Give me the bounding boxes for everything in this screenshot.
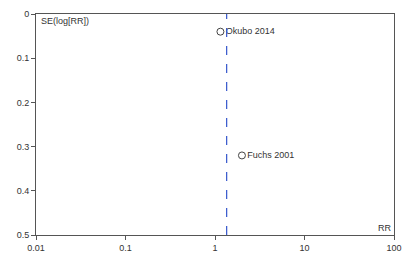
svg-text:0: 0 [24, 9, 29, 19]
svg-text:RR: RR [378, 223, 391, 233]
svg-text:0.3: 0.3 [17, 142, 30, 152]
svg-text:0.4: 0.4 [17, 186, 30, 196]
svg-text:10: 10 [299, 243, 309, 253]
svg-text:0.2: 0.2 [17, 98, 30, 108]
svg-text:0.5: 0.5 [17, 230, 30, 240]
svg-text:Okubo 2014: Okubo 2014 [226, 26, 275, 36]
svg-text:SE(log[RR]): SE(log[RR]) [41, 16, 89, 26]
svg-text:1: 1 [212, 243, 217, 253]
svg-text:0.01: 0.01 [27, 243, 45, 253]
svg-text:Fuchs 2001: Fuchs 2001 [247, 150, 294, 160]
svg-text:100: 100 [386, 243, 401, 253]
svg-text:0.1: 0.1 [119, 243, 132, 253]
svg-text:0.1: 0.1 [17, 53, 30, 63]
